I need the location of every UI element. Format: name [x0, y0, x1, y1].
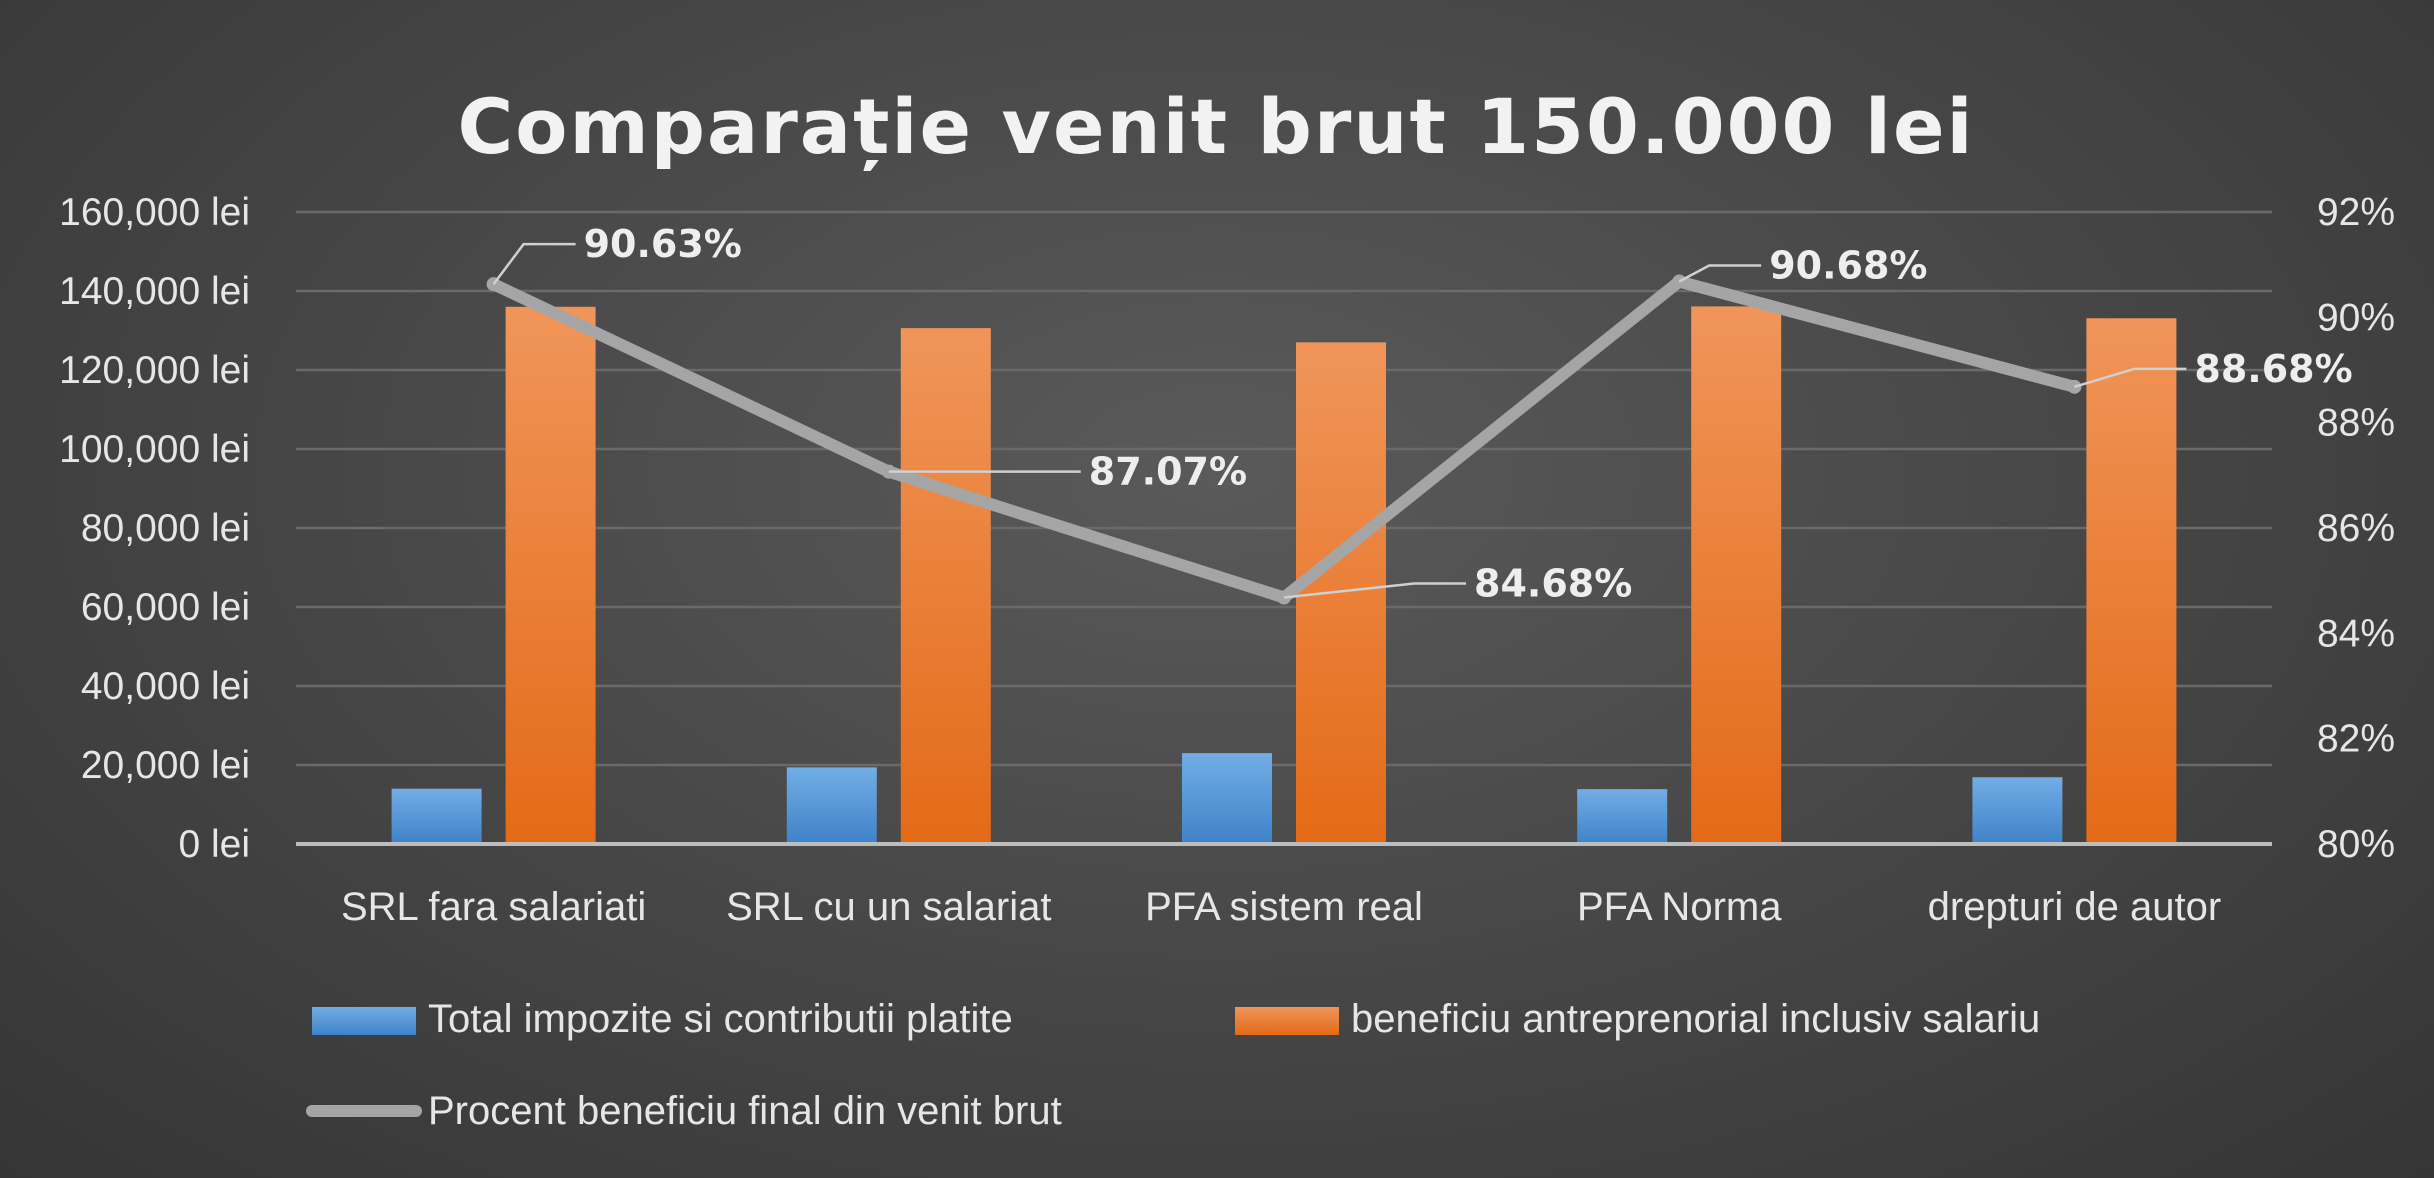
line-series: 90.63% 87.07% 84.68% 90.68% 88.68%	[486, 222, 2353, 606]
y-right-tick-label: 90%	[2317, 296, 2395, 339]
y-right-tick-label: 92%	[2317, 191, 2395, 234]
y-right-tick-label: 88%	[2317, 402, 2395, 445]
data-label-leader	[2074, 367, 2187, 389]
y-left-tick-label: 0 lei	[178, 823, 250, 866]
y-left-tick-label: 60,000 lei	[81, 586, 250, 629]
bar-taxes	[1577, 789, 1668, 844]
y-left-tick-label: 40,000 lei	[81, 665, 250, 708]
legend-label-benefit: beneficiu antreprenorial inclusiv salari…	[1351, 997, 2040, 1041]
bar-benefit	[1691, 306, 1782, 844]
y-left-tick-label: 120,000 lei	[59, 349, 250, 392]
bar-taxes	[1182, 753, 1272, 844]
bar-benefit	[1296, 342, 1386, 844]
data-label-leader	[1678, 264, 1762, 283]
x-tick-label: SRL fara salariati	[341, 885, 646, 929]
data-label: 87.07%	[1089, 450, 1247, 494]
x-tick-label: SRL cu un salariat	[726, 885, 1051, 929]
legend-label-percent: Procent beneficiu final din venit brut	[428, 1089, 1062, 1133]
gridlines	[296, 210, 2272, 767]
data-label: 90.63%	[584, 222, 742, 266]
legend: Total impozite si contributii platite ben…	[306, 997, 2040, 1133]
bar-benefit	[505, 306, 596, 844]
y-right-tick-label: 80%	[2317, 823, 2395, 866]
data-label: 84.68%	[1474, 562, 1632, 606]
legend-swatch-taxes	[312, 1007, 416, 1035]
x-tick-label: PFA Norma	[1577, 885, 1782, 929]
y-left-tick-label: 20,000 lei	[81, 744, 250, 787]
bar-series	[391, 306, 2177, 844]
y-axis-right: 80% 82% 84% 86% 88% 90% 92%	[2317, 191, 2395, 866]
x-tick-label: PFA sistem real	[1145, 885, 1423, 929]
y-axis-left: 0 lei 20,000 lei 40,000 lei 60,000 lei 80,00…	[59, 191, 250, 866]
y-left-tick-label: 160,000 lei	[59, 191, 250, 234]
x-tick-label: drepturi de autor	[1928, 885, 2222, 929]
y-left-tick-label: 140,000 lei	[59, 270, 250, 313]
y-left-tick-label: 100,000 lei	[59, 428, 250, 471]
bar-benefit	[900, 328, 991, 844]
legend-label-taxes: Total impozite si contributii platite	[428, 997, 1013, 1041]
bar-taxes	[391, 788, 482, 844]
y-right-tick-label: 86%	[2317, 507, 2395, 550]
data-label: 88.68%	[2194, 347, 2352, 391]
line-series-path	[487, 275, 2081, 604]
bar-benefit	[2086, 318, 2177, 844]
data-label-leader	[1283, 582, 1466, 599]
data-label-leader	[492, 242, 576, 285]
bar-taxes	[1972, 777, 2063, 844]
bar-taxes	[786, 767, 877, 844]
chart-title: Comparație venit brut 150.000 lei	[457, 82, 1974, 171]
data-label: 90.68%	[1769, 244, 1927, 288]
x-axis: SRL fara salariati SRL cu un salariat PFA …	[341, 885, 2221, 929]
y-right-tick-label: 82%	[2317, 718, 2395, 761]
y-left-tick-label: 80,000 lei	[81, 507, 250, 550]
y-right-tick-label: 84%	[2317, 612, 2395, 655]
legend-swatch-benefit	[1235, 1007, 1339, 1035]
